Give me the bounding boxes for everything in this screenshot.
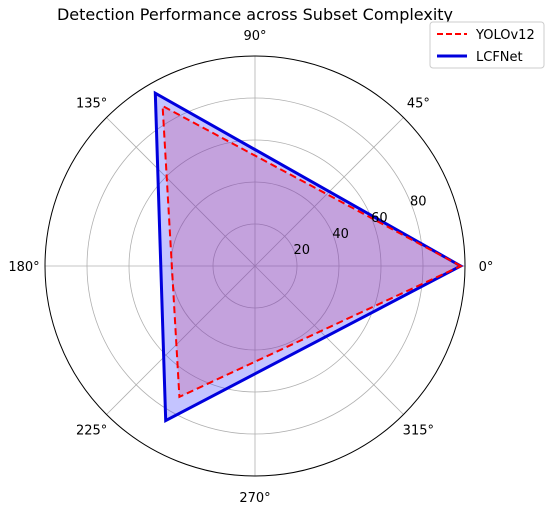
legend-label-lcfnet: LCFNet [476, 50, 523, 65]
chart-title: Detection Performance across Subset Comp… [57, 5, 453, 24]
angle-tick-label-270: 270° [239, 491, 270, 506]
radial-tick-label-60: 60 [371, 211, 388, 226]
angle-tick-label-180: 180° [8, 260, 39, 275]
series-fill-lcfnet [155, 93, 461, 421]
angle-tick-label-45: 45° [407, 97, 430, 112]
series-fill-yolov12 [162, 106, 461, 397]
series-line-yolov12 [161, 104, 464, 399]
legend-label-yolov12: YOLOv12 [475, 28, 535, 43]
series-line-lcfnet [153, 90, 464, 424]
angle-tick-label-135: 135° [76, 97, 107, 112]
tick-labels: 0° 45° 90° 135° 180° 225° 270° 315° 20 40 60 80 [8, 29, 493, 506]
angle-tick-label-90: 90° [243, 29, 266, 44]
series-layer [153, 90, 464, 424]
angle-tick-label-0: 0° [479, 260, 494, 275]
polar-grid [44, 55, 466, 477]
radial-tick-label-80: 80 [410, 195, 427, 210]
radial-tick-label-40: 40 [332, 227, 349, 242]
legend: YOLOv12 LCFNet [429, 21, 545, 69]
angle-tick-label-315: 315° [403, 423, 434, 438]
angle-tick-label-225: 225° [76, 423, 107, 438]
polar-frame [44, 55, 466, 477]
grid-spoke-225 [106, 265, 256, 415]
grid-spoke-135 [106, 117, 256, 267]
radial-tick-label-20: 20 [294, 243, 311, 258]
grid-spoke-315 [254, 265, 404, 415]
